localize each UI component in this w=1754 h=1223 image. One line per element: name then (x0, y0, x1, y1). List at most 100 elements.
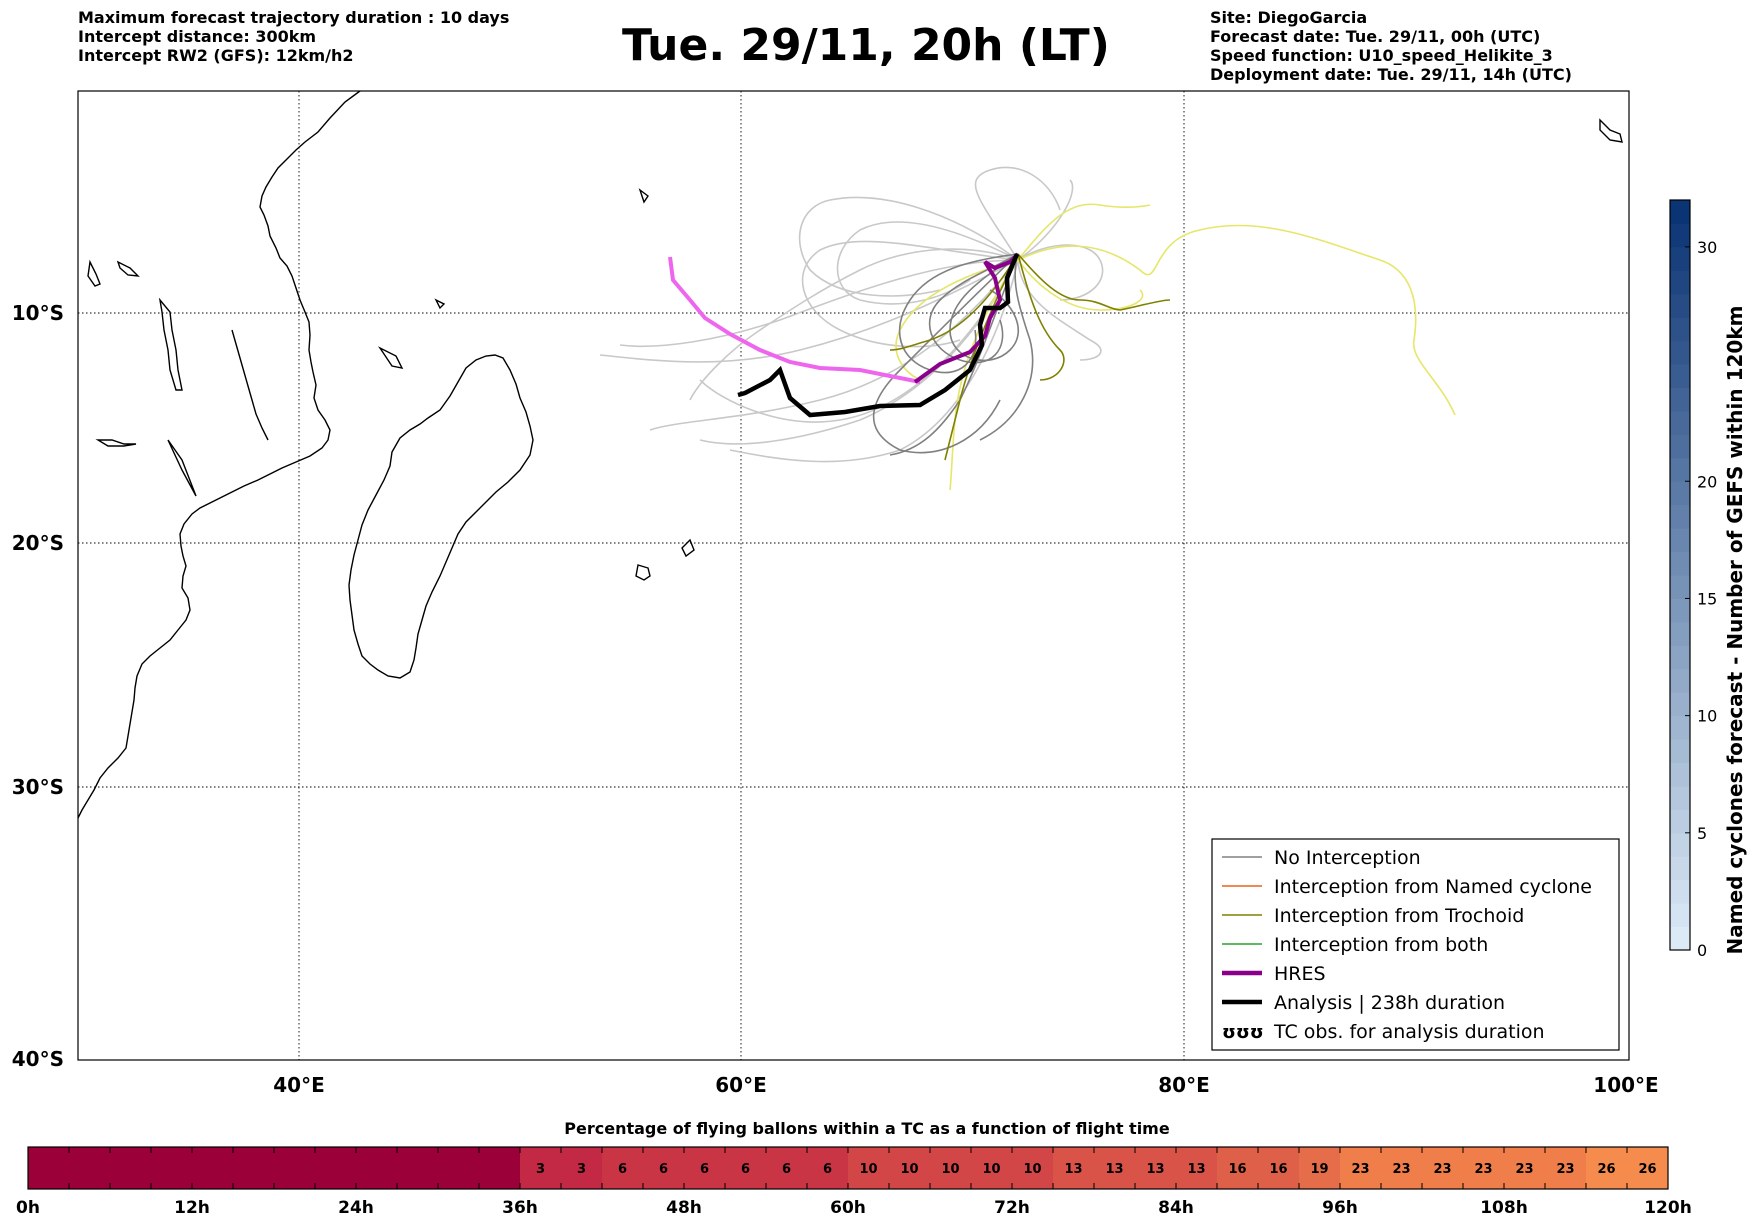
trajectory-line (949, 253, 1020, 362)
colorbar-right-cell (1670, 504, 1690, 529)
lon-label: 100°E (1593, 1073, 1658, 1097)
bottom-colorbar-cell-label: 16 (1228, 1162, 1246, 1177)
bottom-colorbar-tick-label: 0h (16, 1198, 40, 1218)
bottom-colorbar-cell-label: 3 (536, 1162, 545, 1177)
colorbar-right-cell (1670, 410, 1690, 435)
trajectory-line (1017, 244, 1104, 301)
bottom-colorbar-cell-label: 13 (1105, 1162, 1123, 1177)
colorbar-right-cell (1670, 434, 1690, 459)
bottom-colorbar-cell (684, 1147, 726, 1189)
bottom-colorbar-cell (479, 1147, 521, 1189)
colorbar-right-cell (1670, 457, 1690, 482)
trajectory-line (1017, 253, 1171, 311)
bottom-colorbar-cell-label: 6 (659, 1162, 668, 1177)
bottom-colorbar-cell (192, 1147, 234, 1189)
colorbar-right-cell (1670, 856, 1690, 881)
header-right-line: Site: DiegoGarcia (1210, 8, 1368, 27)
island-small (167, 439, 197, 497)
legend-label: Analysis | 238h duration (1274, 992, 1505, 1014)
bottom-colorbar-ticks: 0h 12h 24h 36h 48h 60h 72h 84h 96h 108h 120h (16, 1198, 1692, 1218)
bottom-colorbar-cell-label: 26 (1638, 1162, 1656, 1177)
bottom-colorbar-cell (69, 1147, 111, 1189)
bottom-colorbar-tick-label: 24h (338, 1198, 374, 1218)
legend-items: No Interception Interception from Named c… (1222, 847, 1592, 1043)
bottom-colorbar-cell-label: 13 (1146, 1162, 1164, 1177)
africa-coast (77, 90, 361, 819)
colorbar-right-cell (1670, 645, 1690, 670)
bottom-colorbar-tick-label: 120h (1644, 1198, 1692, 1218)
colorbar-right-cell (1670, 809, 1690, 834)
bottom-colorbar-cells: 3 3 6 6 6 6 6 6 10 10 10 10 10 13 13 13 13 16 16 19 23 23 23 23… (28, 1147, 1669, 1189)
bottom-colorbar-cell-label: 26 (1597, 1162, 1615, 1177)
tc-symbol-icon: ʊʊʊ (1222, 1022, 1264, 1043)
header-left-line: Intercept distance: 300km (78, 27, 317, 46)
colorbar-right: 0 5 10 15 20 30 Named cyclones forecast - Num… (1669, 199, 1747, 960)
legend-label: Interception from Named cyclone (1274, 876, 1592, 898)
bottom-colorbar-cell (28, 1147, 70, 1189)
colorbar-right-cell (1670, 551, 1690, 576)
colorbar-right-cell (1670, 926, 1690, 951)
graticule (78, 91, 1629, 1060)
trajectory-line (974, 166, 1061, 261)
bottom-colorbar-tick-label: 84h (1158, 1198, 1194, 1218)
bottom-colorbar-cell-label: 13 (1064, 1162, 1082, 1177)
hres-track (913, 252, 1020, 384)
colorbar-right-cell (1670, 481, 1690, 506)
colorbar-right-tick-label: 15 (1697, 589, 1717, 608)
header-left-line: Intercept RW2 (GFS): 12km/h2 (78, 46, 354, 65)
bottom-colorbar-cell-label: 19 (1310, 1162, 1328, 1177)
colorbar-right-tick-label: 10 (1697, 707, 1717, 726)
bottom-colorbar-cell-label: 3 (577, 1162, 586, 1177)
trajectory-line (872, 253, 1019, 454)
legend-label: HRES (1274, 963, 1326, 985)
bottom-colorbar-cell (1217, 1147, 1259, 1189)
bottom-colorbar-cell (110, 1147, 152, 1189)
axis-labels: 10°S 20°S 30°S 40°S 40°E 60°E 80°E 100°E (12, 301, 1659, 1097)
first-guess-track (668, 256, 921, 384)
colorbar-right-cell (1670, 739, 1690, 763)
bottom-colorbar-title: Percentage of flying ballons within a TC… (564, 1119, 1170, 1138)
bottom-colorbar-cell (1176, 1147, 1218, 1189)
colorbar-right-tick-label: 0 (1697, 941, 1707, 960)
bottom-colorbar-cell-label: 23 (1351, 1162, 1369, 1177)
colorbar-right-cell (1670, 317, 1690, 342)
bottom-colorbar-cell-label: 16 (1269, 1162, 1287, 1177)
lat-label: 40°S (12, 1047, 64, 1071)
lat-label: 20°S (12, 531, 64, 555)
legend-label: Interception from Trochoid (1274, 905, 1524, 927)
island-small (87, 259, 101, 287)
bottom-colorbar-cell-label: 6 (700, 1162, 709, 1177)
bottom-colorbar-cell (930, 1147, 972, 1189)
header-left-info: Maximum forecast trajectory duration : 1… (78, 8, 509, 65)
bottom-colorbar-cell-label: 13 (1187, 1162, 1205, 1177)
no-interception-tracks (872, 253, 1034, 456)
bottom-colorbar-cell-label: 10 (982, 1162, 1000, 1177)
bottom-colorbar-cell (643, 1147, 685, 1189)
colorbar-right-cell (1670, 293, 1690, 318)
trajectory-line (649, 259, 1019, 431)
bottom-colorbar-cell-label: 6 (618, 1162, 627, 1177)
bottom-colorbar-cell-label: 23 (1515, 1162, 1533, 1177)
bottom-colorbar-cell (1258, 1147, 1300, 1189)
bottom-colorbar-cell (1504, 1147, 1546, 1189)
trajectory-line (801, 240, 1019, 348)
bottom-colorbar-cell-label: 6 (741, 1162, 750, 1177)
bottom-colorbar-cell (1012, 1147, 1054, 1189)
bottom-colorbar-cell (1340, 1147, 1382, 1189)
colorbar-right-cell (1670, 903, 1690, 928)
bottom-colorbar-cell (438, 1147, 480, 1189)
colorbar-right-cell (1670, 715, 1690, 740)
colorbar-right-cell (1670, 246, 1690, 271)
bottom-colorbar-cell-label: 10 (941, 1162, 959, 1177)
legend-label: No Interception (1274, 847, 1421, 869)
colorbar-right-cell (1670, 364, 1690, 388)
bottom-colorbar-cell-label: 6 (782, 1162, 791, 1177)
island-small (158, 297, 183, 391)
colorbar-right-cell (1670, 575, 1690, 599)
bottom-colorbar-cell (766, 1147, 808, 1189)
colorbar-right-tick-label: 20 (1697, 472, 1717, 491)
bottom-colorbar-tick-label: 72h (994, 1198, 1030, 1218)
page-title: Tue. 29/11, 20h (LT) (622, 20, 1110, 71)
trajectory-line (1017, 259, 1102, 361)
